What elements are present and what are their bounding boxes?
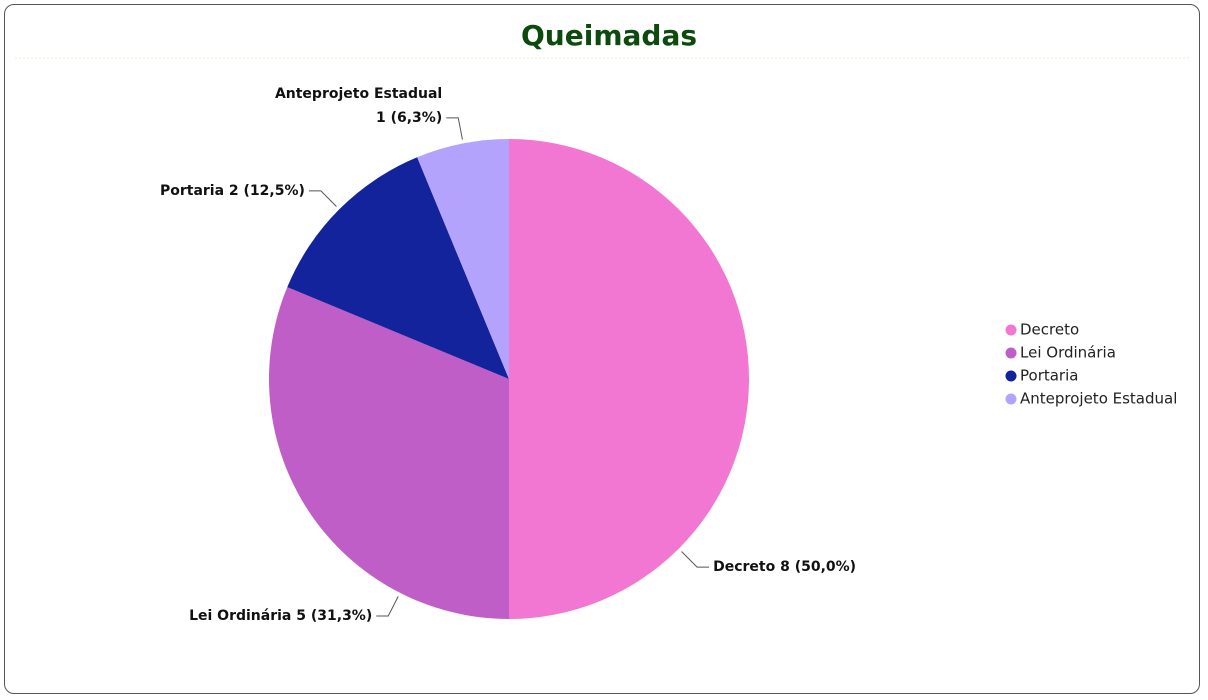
pie-slice: [269, 287, 509, 619]
legend-label: Anteprojeto Estadual: [1020, 390, 1177, 408]
legend-label: Lei Ordinária: [1020, 344, 1116, 362]
leader-line: [446, 117, 463, 140]
chart: Queimadas Decreto 8 (50,0%) Lei Ordinária…: [15, 19, 1191, 624]
data-label-name: Lei Ordinária: [189, 608, 291, 624]
chart-title: Queimadas: [521, 19, 697, 52]
pie-slice: [287, 157, 509, 379]
data-label-value: 5 (31,3%): [296, 608, 372, 624]
data-label: Decreto 8 (50,0%): [713, 559, 856, 575]
legend-label: Decreto: [1020, 321, 1079, 339]
data-label-name: Anteprojeto Estadual: [275, 86, 442, 102]
legend-label: Portaria: [1020, 367, 1078, 385]
data-label: Portaria 2 (12,5%): [160, 183, 305, 199]
data-label-value: 1 (6,3%): [376, 110, 442, 126]
card: Queimadas Decreto 8 (50,0%) Lei Ordinária…: [4, 4, 1200, 694]
leader-line: [308, 190, 337, 207]
legend-swatch: [1005, 393, 1017, 405]
legend-swatch: [1005, 324, 1017, 336]
data-label: Lei Ordinária 5 (31,3%): [189, 608, 372, 624]
leader-line: [681, 551, 710, 568]
data-label-name: Portaria: [160, 183, 224, 199]
data-label-value: 2 (12,5%): [229, 183, 305, 199]
pie-slice: [509, 139, 749, 619]
data-label: Anteprojeto Estadual 1 (6,3%): [275, 86, 442, 126]
leader-line: [376, 596, 399, 617]
data-label-value: 8 (50,0%): [780, 559, 856, 575]
legend-swatch: [1005, 370, 1017, 382]
pie-slice: [417, 139, 509, 379]
legend-swatch: [1005, 347, 1017, 359]
data-label-name: Decreto: [713, 559, 776, 575]
